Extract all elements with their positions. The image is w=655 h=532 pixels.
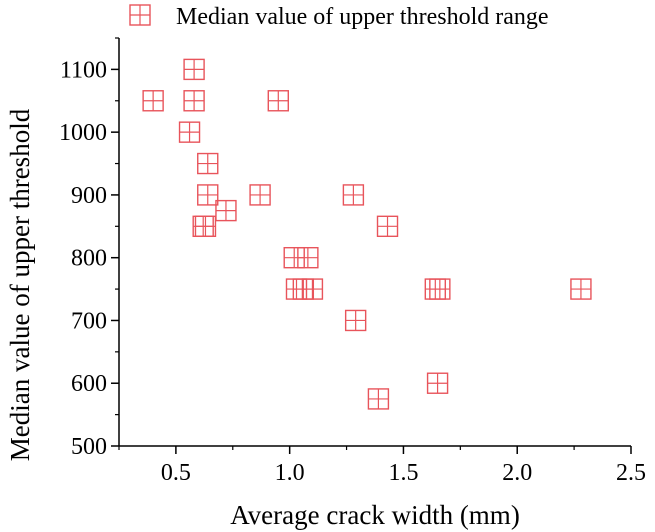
data-points — [142, 58, 592, 410]
y-tick-label: 1000 — [59, 120, 107, 146]
data-point — [249, 184, 271, 206]
legend-marker-symbol — [129, 4, 151, 26]
y-axis-ticks: 500 600 700 800 900 1000 1100 — [59, 37, 119, 460]
data-point — [426, 372, 449, 394]
data-point — [429, 278, 451, 300]
y-tick-label: 900 — [71, 183, 107, 209]
y-tick-label: 1100 — [60, 57, 107, 83]
data-point — [197, 152, 219, 175]
x-axis-ticks: 0.5 1.0 1.5 2.0 2.5 — [118, 446, 646, 486]
data-point — [215, 199, 237, 222]
x-axis-title: Average crack width (mm) — [230, 500, 520, 530]
x-tick-label: 1.0 — [275, 460, 305, 486]
data-point — [194, 215, 217, 238]
data-point — [301, 278, 324, 300]
data-point — [367, 388, 390, 410]
x-tick-label: 1.5 — [388, 460, 418, 486]
data-point — [178, 121, 201, 143]
y-tick-label: 600 — [71, 371, 107, 397]
data-point — [344, 309, 367, 332]
legend: Median value of upper threshold range — [129, 4, 549, 30]
data-point — [297, 246, 319, 269]
y-tick-label: 800 — [71, 246, 107, 272]
data-point — [142, 90, 164, 112]
data-point — [183, 90, 205, 112]
data-point — [342, 184, 365, 206]
y-axis-title: Median value of upper threshold — [5, 108, 35, 461]
x-tick-label: 2.5 — [616, 460, 646, 486]
data-point — [570, 278, 592, 300]
x-tick-label: 2.0 — [502, 460, 532, 486]
legend-label: Median value of upper threshold range — [176, 4, 549, 30]
y-tick-label: 700 — [71, 308, 107, 334]
data-point — [183, 58, 205, 81]
legend-marker — [129, 4, 151, 26]
data-point — [267, 90, 289, 112]
x-tick-label: 0.5 — [161, 460, 191, 486]
y-tick-label: 500 — [71, 434, 107, 460]
data-point — [197, 184, 219, 206]
data-point — [376, 215, 399, 238]
